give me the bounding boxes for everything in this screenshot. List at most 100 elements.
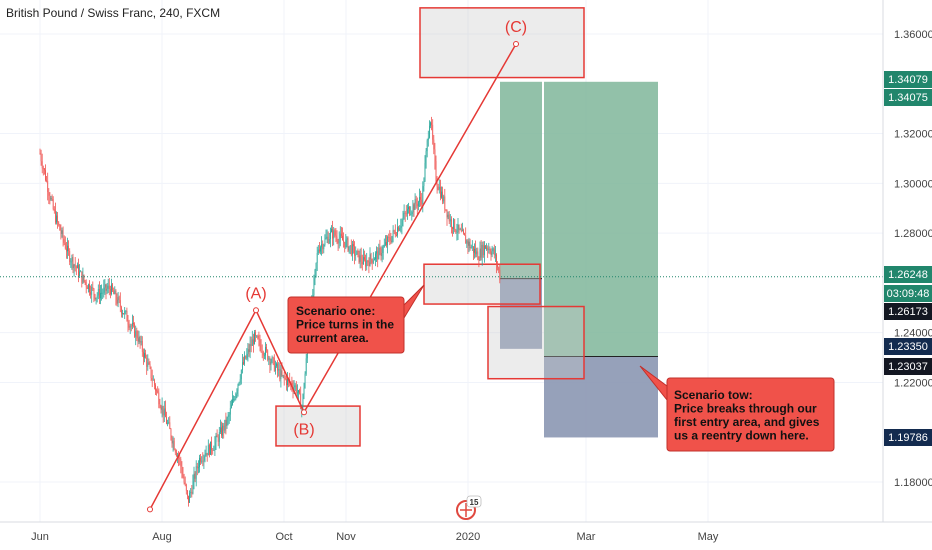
- candle: [407, 209, 408, 214]
- candle: [440, 186, 441, 198]
- candle: [497, 264, 498, 268]
- candle: [220, 427, 221, 433]
- candle: [181, 466, 183, 475]
- candle: [115, 290, 117, 300]
- candle: [198, 467, 199, 469]
- candle: [170, 429, 172, 438]
- candle: [435, 161, 437, 183]
- candle: [179, 458, 181, 460]
- candle: [250, 344, 252, 346]
- candle: [323, 244, 325, 250]
- candle: [332, 228, 333, 239]
- candle: [165, 408, 166, 418]
- candle: [85, 281, 87, 287]
- candle: [358, 250, 360, 263]
- candle: [267, 350, 269, 360]
- candle: [370, 254, 372, 259]
- candle: [343, 240, 344, 242]
- candle: [232, 399, 233, 405]
- grid: [0, 0, 883, 522]
- candle: [80, 271, 82, 273]
- candle: [298, 390, 299, 393]
- candle: [422, 186, 424, 205]
- candle: [366, 260, 368, 267]
- callout-line: Scenario one:: [296, 304, 375, 318]
- candle: [339, 233, 341, 239]
- candle: [419, 197, 420, 202]
- candle: [183, 477, 185, 483]
- candle: [413, 204, 415, 210]
- candle: [401, 220, 403, 227]
- candle: [286, 378, 287, 386]
- candle: [47, 180, 49, 192]
- callout-line: Price turns in the: [296, 318, 394, 332]
- economic-event-badge[interactable]: 15: [456, 495, 482, 520]
- price-label-bg: [884, 303, 932, 320]
- y-tick-label: 1.22000: [894, 377, 932, 389]
- callout-line: current area.: [296, 331, 369, 345]
- callout-box: [287, 296, 405, 354]
- candle: [244, 355, 245, 364]
- candle: [56, 215, 57, 223]
- candle: [224, 419, 226, 431]
- elliott-wave-path[interactable]: (A) (B) (C): [147, 19, 528, 513]
- candle: [460, 229, 462, 232]
- wave-point[interactable]: [513, 40, 519, 47]
- candle: [360, 255, 362, 262]
- candle: [387, 237, 388, 246]
- candle: [468, 241, 470, 246]
- candle: [63, 239, 65, 243]
- candle: [94, 294, 96, 300]
- candle: [51, 198, 53, 200]
- candle: [71, 257, 73, 262]
- candle: [176, 452, 177, 457]
- candle: [431, 122, 432, 125]
- candle: [335, 235, 337, 237]
- time-axis[interactable]: Jun Aug Oct Nov 2020 Mar May: [31, 531, 719, 543]
- candle: [129, 325, 131, 328]
- wave-line[interactable]: [149, 43, 517, 510]
- candle: [206, 452, 208, 456]
- candle: [169, 422, 171, 430]
- candle: [429, 125, 430, 138]
- candle: [359, 255, 361, 263]
- candle: [402, 217, 404, 221]
- candle: [272, 357, 274, 359]
- candle: [119, 300, 121, 308]
- price-label-bg: [884, 266, 932, 283]
- candle: [42, 168, 44, 169]
- candle: [347, 238, 349, 251]
- candle: [400, 226, 402, 228]
- candle: [418, 201, 419, 207]
- candle: [242, 362, 243, 370]
- wave-point[interactable]: [301, 409, 307, 416]
- candle: [188, 495, 189, 503]
- price-label-bg: [884, 285, 932, 302]
- candle: [317, 249, 319, 254]
- candle: [426, 140, 428, 152]
- candle: [489, 249, 491, 253]
- candle: [278, 369, 280, 371]
- event-badge-count: 15: [470, 498, 479, 507]
- candle: [280, 370, 282, 380]
- price-label: 03:09:48: [887, 288, 930, 300]
- callout-line: us a reentry down here.: [674, 429, 809, 443]
- candle: [423, 181, 425, 187]
- candle: [168, 422, 170, 424]
- price-axis[interactable]: 1.36000 1.32000 1.30000 1.28000 1.24000 1.220…: [894, 29, 932, 489]
- candle: [72, 257, 74, 269]
- wave-point[interactable]: [253, 307, 259, 314]
- scenario-two-callout: Scenario tow:Price breaks through ourfir…: [639, 365, 835, 452]
- candle: [90, 292, 91, 295]
- candle: [97, 289, 99, 296]
- candle: [95, 297, 97, 300]
- wave-point[interactable]: [147, 506, 153, 513]
- candle: [124, 310, 126, 315]
- candle: [451, 219, 452, 228]
- candle: [147, 362, 149, 367]
- candle: [146, 357, 148, 367]
- candle: [325, 237, 327, 239]
- candle: [269, 358, 271, 365]
- candle: [349, 245, 351, 247]
